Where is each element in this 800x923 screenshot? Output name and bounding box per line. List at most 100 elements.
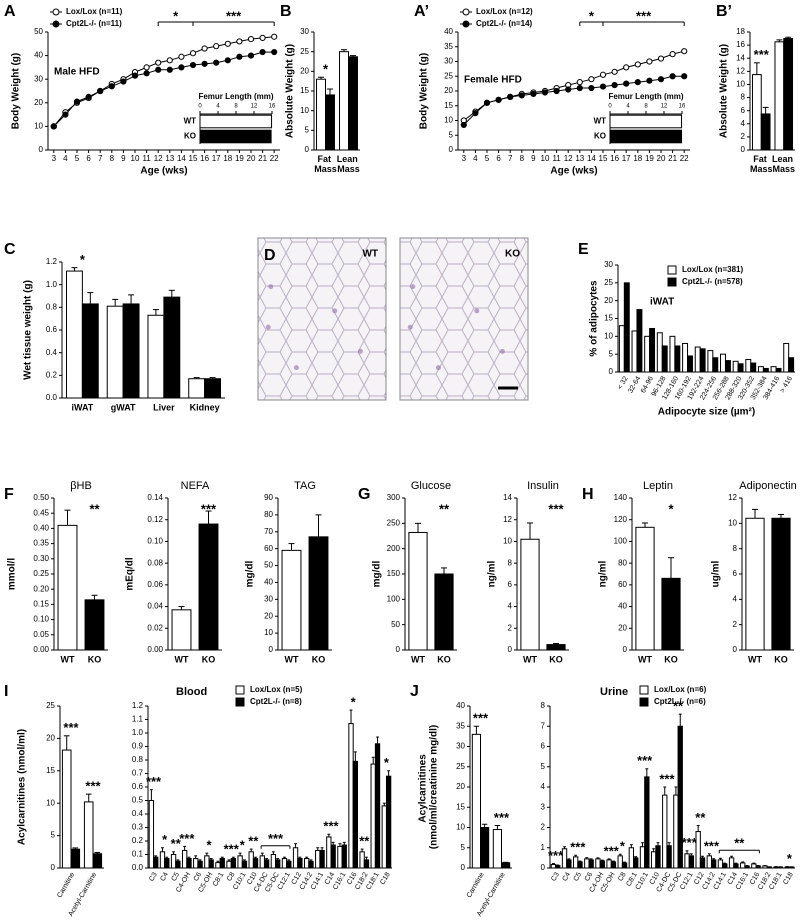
y-tick-label: 25	[300, 47, 309, 56]
y-tick-label: 1.2	[132, 701, 144, 710]
category-label: KO	[664, 654, 678, 664]
y-tick-label: 0	[39, 145, 44, 154]
data-point	[247, 52, 255, 59]
x-tick-label: 8	[644, 104, 648, 110]
bar	[148, 800, 155, 869]
stain-spot	[265, 324, 271, 330]
panel-label: I	[4, 683, 8, 700]
x-tick-label: 4	[216, 104, 220, 110]
y-tick-label: 0	[623, 645, 628, 654]
chart-title: Leptin	[643, 480, 673, 492]
legend-swatch	[235, 697, 245, 707]
x-tick-label: 8	[110, 154, 115, 163]
category-label: C18	[782, 871, 795, 886]
y-tick-label: 200	[387, 544, 401, 553]
y-tick-label: 60	[618, 580, 627, 589]
data-point	[166, 66, 173, 73]
bar	[720, 353, 726, 373]
bar	[252, 858, 259, 869]
y-tick-label: 20	[456, 782, 465, 791]
legend-marker	[52, 20, 60, 28]
bar	[281, 858, 288, 869]
y-axis-label: % of adipocytes	[589, 280, 600, 357]
bar	[644, 776, 650, 869]
significance: *	[80, 252, 86, 267]
bar	[775, 367, 782, 373]
y-tick-label: 20	[604, 296, 613, 305]
stain-spot	[268, 284, 274, 290]
category-label: KO	[774, 654, 788, 664]
stain-spot	[407, 324, 413, 330]
bar	[204, 378, 222, 399]
significance: ***	[85, 779, 101, 794]
y-tick-label: 1	[541, 843, 546, 852]
y-tick-label: 0.4	[46, 348, 58, 357]
y-tick-label: 18	[736, 27, 745, 36]
significance: *	[351, 694, 357, 709]
significance: ***	[548, 501, 564, 516]
significance: *	[787, 851, 793, 866]
bar	[755, 865, 761, 869]
bar	[181, 849, 188, 869]
bar	[655, 845, 661, 869]
bar	[83, 801, 94, 869]
bar	[666, 845, 672, 869]
x-tick-label: 0	[198, 104, 202, 110]
significance: *	[206, 838, 212, 853]
data-point	[681, 48, 688, 55]
y-tick-label: 0	[461, 863, 466, 872]
category-label: Lean Mass	[337, 154, 361, 174]
y-tick-label: 90	[264, 493, 273, 502]
panel-label: E	[578, 241, 589, 258]
data-point	[259, 48, 266, 56]
bar	[707, 350, 714, 373]
y-axis-label: Body Weight (g)	[11, 53, 22, 129]
bar	[308, 536, 329, 651]
significance: ***	[682, 835, 698, 850]
y-tick-label: 15	[46, 766, 55, 775]
category-label: C4	[561, 871, 572, 882]
bar	[784, 866, 790, 869]
category-label: C4	[159, 871, 170, 882]
x-tick-label: 5	[485, 154, 490, 163]
x-tick-label: 13	[575, 154, 584, 163]
significance: **	[248, 834, 259, 849]
bar	[717, 859, 724, 869]
bar	[610, 861, 617, 869]
y-tick-label: 0.20	[33, 584, 49, 593]
bar	[694, 346, 701, 373]
bar	[81, 303, 99, 399]
significance: ***	[636, 8, 652, 23]
legend-label: Lox/Lox (n=5)	[250, 685, 303, 694]
y-tick-label: 0	[396, 645, 401, 654]
bar	[471, 733, 481, 869]
x-tick-label: 9	[531, 154, 536, 163]
bar	[688, 855, 695, 869]
data-point	[623, 64, 630, 71]
y-tick-label: 8	[733, 544, 738, 553]
bar	[106, 305, 124, 399]
legend-swatch	[639, 697, 649, 707]
data-point	[143, 70, 150, 77]
significance: ***	[323, 819, 339, 834]
bar	[385, 775, 392, 869]
significance: **	[439, 501, 450, 516]
y-tick-label: 2	[733, 620, 738, 629]
y-tick-label: 0	[541, 863, 546, 872]
x-axis-label: Adipocyte size (µm²)	[658, 407, 755, 418]
y-tick-label: 20	[618, 623, 627, 632]
bar	[226, 860, 232, 869]
x-tick-label: 21	[258, 154, 267, 163]
x-axis-label: Age (wks)	[140, 166, 187, 177]
significance: *	[384, 755, 390, 770]
data-point	[259, 34, 266, 42]
y-tick-label: 12	[736, 66, 745, 75]
bar	[480, 827, 490, 869]
data-point	[611, 68, 618, 75]
y-tick-label: 1.2	[46, 257, 58, 266]
legend-label: Cpt2L-/- (n=11)	[66, 19, 122, 28]
significance: *	[162, 832, 168, 847]
x-tick-label: 3	[462, 154, 467, 163]
bar	[783, 38, 794, 151]
bar	[631, 330, 638, 373]
